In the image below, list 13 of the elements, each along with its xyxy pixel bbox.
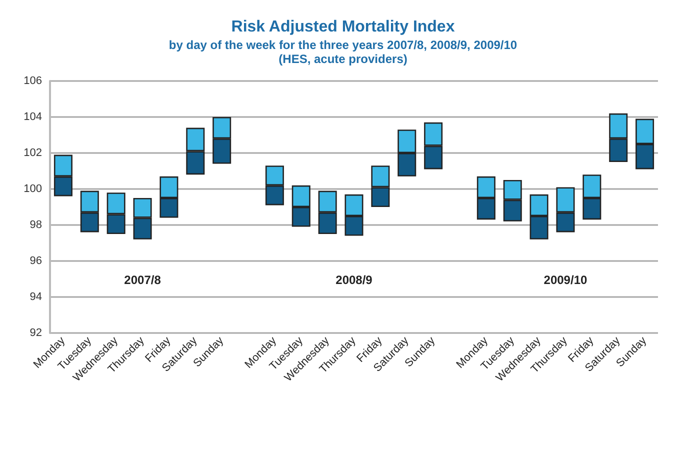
y-tick-label: 100	[24, 183, 42, 195]
y-tick-label: 106	[24, 75, 42, 87]
y-tick-label: 92	[30, 327, 42, 339]
annotation: 2009/10	[544, 273, 588, 288]
chart-title: Risk Adjusted Mortality Index	[231, 18, 455, 36]
annotation: 2008/9	[336, 273, 373, 288]
chart-subtitle: by day of the week for the three years 2007/8, 2008/9, 2009/10 (HES, acute providers)	[168, 38, 518, 66]
y-tick-label: 96	[30, 255, 42, 267]
y-tick-label: 102	[24, 147, 42, 159]
y-tick-label: 98	[30, 219, 42, 231]
annotation: 2007/8	[124, 273, 162, 288]
y-tick-label: 104	[24, 111, 42, 123]
y-tick-label: 94	[30, 291, 42, 303]
